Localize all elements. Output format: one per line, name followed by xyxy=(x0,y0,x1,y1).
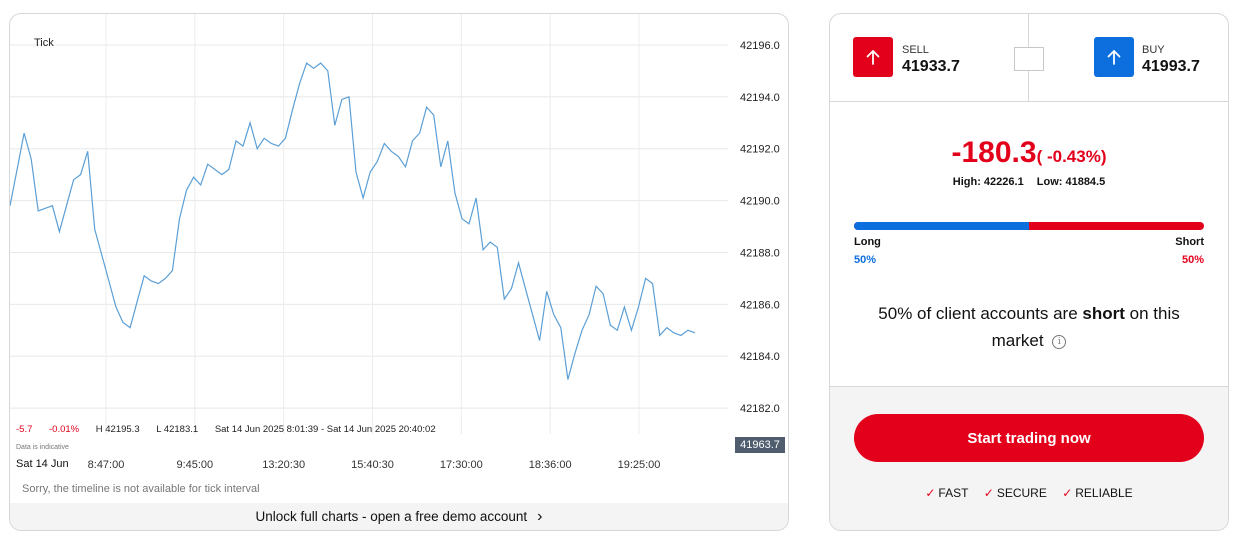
y-tick-label: 42190.0 xyxy=(740,196,780,208)
short-percent: 50% xyxy=(1181,254,1204,266)
feature-item: ✓ RELIABLE xyxy=(1062,486,1132,500)
buy-button[interactable] xyxy=(1094,37,1134,77)
long-percent: 50% xyxy=(854,254,877,266)
feature-item: ✓ FAST xyxy=(925,486,968,500)
stat-high: H 42195.3 xyxy=(95,424,140,435)
sentiment-bold: short xyxy=(1082,304,1125,323)
start-trading-button[interactable]: Start trading now xyxy=(854,414,1204,462)
stat-low: L 42183.1 xyxy=(156,424,199,435)
check-icon: ✓ xyxy=(925,486,936,500)
x-tick-label: 15:40:30 xyxy=(351,459,394,471)
change-value: -180.3 xyxy=(951,136,1037,169)
spread-box xyxy=(1014,47,1044,71)
chart-panel: 42196.0 42194.0 42192.0 42190.0 42188.0 42186… xyxy=(9,13,789,531)
x-tick-label: 9:45:00 xyxy=(176,459,213,471)
y-tick-label: 42188.0 xyxy=(740,247,780,259)
indicative-note: Data is indicative xyxy=(16,444,69,451)
feature-label: SECURE xyxy=(996,486,1047,500)
check-icon: ✓ xyxy=(1062,486,1073,500)
info-icon[interactable]: i xyxy=(1052,334,1067,349)
stat-change-pct: -0.01% xyxy=(49,424,80,435)
check-icon: ✓ xyxy=(983,486,994,500)
day-high: High: 42226.1 xyxy=(952,176,1024,188)
unlock-charts-link[interactable]: Unlock full charts - open a free demo ac… xyxy=(10,503,788,530)
sentiment-text: 50% of client accounts are short on this… xyxy=(860,300,1198,354)
long-label: Long xyxy=(854,236,881,248)
cta-area: Start trading now ✓ FAST ✓ SECURE ✓ RELIABL… xyxy=(830,386,1228,530)
price-chart: 42196.0 42194.0 42192.0 42190.0 42188.0 42186… xyxy=(10,14,780,471)
y-tick-label: 42184.0 xyxy=(740,351,780,363)
change-pct: ( -0.43%) xyxy=(1036,147,1107,166)
price-line xyxy=(10,62,696,380)
buy-label: BUY xyxy=(1142,44,1165,56)
feature-item: ✓ SECURE xyxy=(984,486,1047,500)
arrow-up-icon xyxy=(1107,49,1121,65)
x-tick-label: 18:36:00 xyxy=(529,459,572,471)
stat-change: -5.7 xyxy=(16,424,33,435)
sentiment-post: on this market xyxy=(991,304,1180,350)
high-low: High: 42226.1 Low: 41884.5 xyxy=(830,176,1228,188)
x-tick-label: 8:47:00 xyxy=(88,459,125,471)
day-low: Low: 41884.5 xyxy=(1036,176,1106,188)
interval-label[interactable]: Tick xyxy=(34,37,54,49)
chart-stats: -5.7 -0.01% H 42195.3 L 42183.1 Sat 14 J… xyxy=(16,424,450,435)
sell-price[interactable]: 41933.7 xyxy=(902,58,960,75)
x-tick-label: 13:20:30 xyxy=(262,459,305,471)
daily-change: -180.3( -0.43%) xyxy=(830,136,1228,170)
sell-button[interactable] xyxy=(853,37,893,77)
y-tick-label: 42194.0 xyxy=(740,92,780,104)
sentiment-pre: 50% of client accounts are xyxy=(878,304,1083,323)
current-price-badge: 41963.7 xyxy=(735,437,785,453)
feature-label: FAST xyxy=(938,486,969,500)
buy-price[interactable]: 41993.7 xyxy=(1142,58,1200,75)
y-tick-label: 42192.0 xyxy=(740,144,780,156)
x-tick-label: 17:30:00 xyxy=(440,459,483,471)
feature-list: ✓ FAST ✓ SECURE ✓ RELIABLE xyxy=(830,486,1228,500)
date-label: Sat 14 Jun xyxy=(16,458,69,470)
x-tick-label: 19:25:00 xyxy=(618,459,661,471)
stat-range: Sat 14 Jun 2025 8:01:39 - Sat 14 Jun 202… xyxy=(214,424,436,435)
unlock-text: Unlock full charts - open a free demo ac… xyxy=(255,509,528,524)
feature-label: RELIABLE xyxy=(1075,486,1133,500)
timeline-notice: Sorry, the timeline is not available for… xyxy=(22,483,260,495)
quote-row: SELL 41933.7 BUY 41993.7 xyxy=(830,14,1228,102)
y-tick-label: 42186.0 xyxy=(740,299,780,311)
short-label: Short xyxy=(1175,236,1204,248)
y-tick-label: 42196.0 xyxy=(740,40,780,52)
sentiment-bar xyxy=(854,222,1204,230)
chevron-right-icon: › xyxy=(537,507,543,525)
sell-label: SELL xyxy=(902,44,929,56)
sentiment-bar-long xyxy=(854,222,1029,230)
y-tick-label: 42182.0 xyxy=(740,403,780,415)
arrow-up-icon xyxy=(866,49,880,65)
trade-panel: SELL 41933.7 BUY 41993.7 -180.3( -0.43%)… xyxy=(829,13,1229,531)
